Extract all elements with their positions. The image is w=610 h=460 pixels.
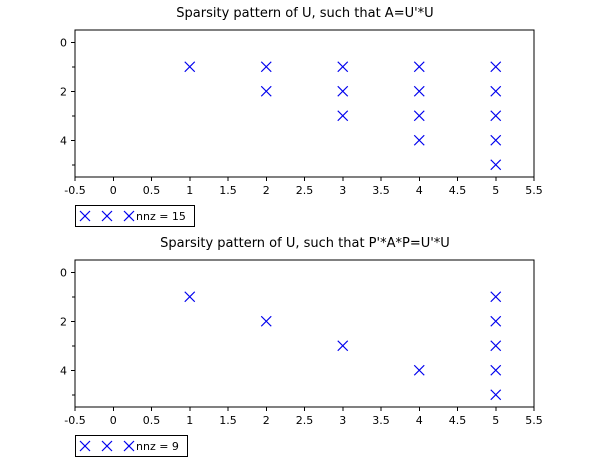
data-point-marker xyxy=(337,340,349,352)
plot-section-lower: Sparsity pattern of U, such that P'*A*P=… xyxy=(0,230,610,460)
x-axis-tick-label: -0.5 xyxy=(64,414,85,427)
legend-x-marker-icon xyxy=(123,440,135,452)
scatter-plot-lower: -0.5 0 0.5 1 1.5 2 2.5 3 3.5 4 4.5 5 5.5 0 2 4 xyxy=(60,259,543,427)
legend-x-marker-icon xyxy=(79,210,91,222)
x-axis-tick-label: 3 xyxy=(339,184,346,197)
data-point-marker xyxy=(413,85,425,97)
plot-box xyxy=(74,259,535,408)
x-axis-tick-label: 2.5 xyxy=(296,184,314,197)
x-axis-tick-label: 4.5 xyxy=(449,184,467,197)
x-axis-tick-label: 2 xyxy=(263,184,270,197)
x-axis-tick-label: 2 xyxy=(263,414,270,427)
y-axis-tick-label: 2 xyxy=(60,315,67,328)
data-point-marker xyxy=(490,85,502,97)
x-axis-tick-label: 1 xyxy=(186,414,193,427)
data-point-marker xyxy=(490,364,502,376)
x-axis-tick-label: 5.5 xyxy=(525,184,543,197)
x-axis-tick-label: 5.5 xyxy=(525,414,543,427)
x-axis-tick-label: 5 xyxy=(492,414,499,427)
legend-upper: nnz = 15 xyxy=(75,205,195,227)
legend-x-marker-icon xyxy=(101,210,113,222)
x-axis-tick-label: 0 xyxy=(110,414,117,427)
legend-marker-icons xyxy=(79,440,135,452)
legend-x-marker-icon xyxy=(101,440,113,452)
plot-box xyxy=(74,29,535,178)
data-point-marker xyxy=(260,61,272,73)
data-point-marker xyxy=(413,110,425,122)
x-axis-tick-label: 4.5 xyxy=(449,414,467,427)
x-axis-tick-label: 5 xyxy=(492,184,499,197)
data-point-marker xyxy=(490,61,502,73)
x-axis-tick-label: 0 xyxy=(110,184,117,197)
data-point-marker xyxy=(490,159,502,171)
data-point-marker xyxy=(337,110,349,122)
scatter-plot-upper: -0.5 0 0.5 1 1.5 2 2.5 3 3.5 4 4.5 5 5.5 0 2 4 xyxy=(60,29,543,197)
x-axis-tick-label: 1.5 xyxy=(219,184,237,197)
data-point-marker xyxy=(490,291,502,303)
x-axis-tick-label: 2.5 xyxy=(296,414,314,427)
y-axis-tick-label: 0 xyxy=(60,266,67,279)
legend-marker-icons xyxy=(79,210,135,222)
data-point-marker xyxy=(490,134,502,146)
x-axis-tick-label: -0.5 xyxy=(64,184,85,197)
y-axis-tick-label: 2 xyxy=(60,85,67,98)
y-axis-tick-label: 4 xyxy=(60,364,67,377)
x-axis-tick-label: 3.5 xyxy=(372,184,390,197)
plot-title-upper: Sparsity pattern of U, such that A=U'*U xyxy=(176,6,434,21)
y-axis-tick-label: 0 xyxy=(60,36,67,49)
data-point-marker xyxy=(490,110,502,122)
x-axis-tick-label: 0.5 xyxy=(143,184,161,197)
x-axis-tick-label: 3 xyxy=(339,414,346,427)
x-axis-tick-label: 0.5 xyxy=(143,414,161,427)
data-point-marker xyxy=(490,315,502,327)
legend-lower: nnz = 9 xyxy=(75,435,188,457)
x-axis-tick-label: 3.5 xyxy=(372,414,390,427)
data-point-marker xyxy=(413,364,425,376)
data-point-marker xyxy=(490,389,502,401)
legend-label-lower: nnz = 9 xyxy=(136,439,179,453)
data-point-marker xyxy=(490,340,502,352)
x-axis-tick-label: 4 xyxy=(416,184,423,197)
data-point-marker xyxy=(184,291,196,303)
legend-x-marker-icon xyxy=(123,210,135,222)
plot-title-lower: Sparsity pattern of U, such that P'*A*P=… xyxy=(160,236,450,251)
data-point-marker xyxy=(413,61,425,73)
y-axis-tick-label: 4 xyxy=(60,134,67,147)
data-point-marker xyxy=(413,134,425,146)
legend-x-marker-icon xyxy=(79,440,91,452)
x-axis-tick-label: 4 xyxy=(416,414,423,427)
data-point-marker xyxy=(260,85,272,97)
data-point-marker xyxy=(184,61,196,73)
data-point-marker xyxy=(337,61,349,73)
x-axis-tick-label: 1 xyxy=(186,184,193,197)
data-point-marker xyxy=(337,85,349,97)
data-point-marker xyxy=(260,315,272,327)
x-axis-tick-label: 1.5 xyxy=(219,414,237,427)
legend-label-upper: nnz = 15 xyxy=(136,209,186,223)
plot-section-upper: Sparsity pattern of U, such that A=U'*U … xyxy=(60,6,543,227)
